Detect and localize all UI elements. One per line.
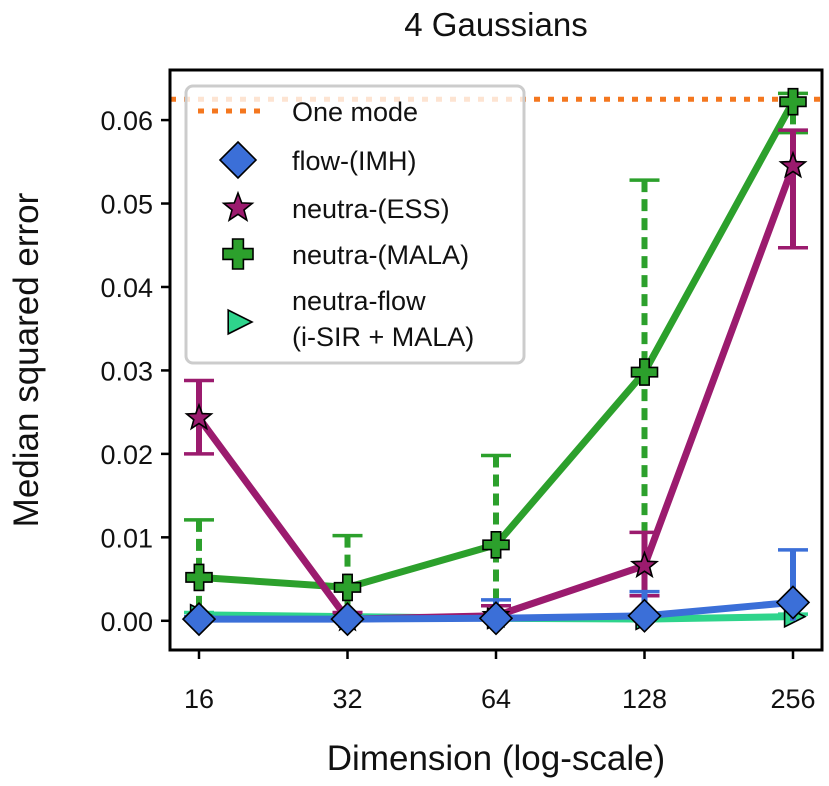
data-point	[630, 358, 659, 386]
data-point	[181, 601, 217, 637]
series-flow-imh	[181, 548, 811, 637]
data-point	[333, 573, 362, 602]
y-tick-label: 0.01	[100, 523, 153, 553]
x-tick-label: 128	[622, 684, 667, 714]
x-tick-label: 16	[184, 684, 214, 714]
legend-marker-neutra-mala	[222, 238, 254, 270]
plot-area	[170, 87, 822, 637]
x-axis: 16 32 64 128 256	[184, 650, 816, 714]
x-tick-label: 64	[481, 684, 511, 714]
chart-title: 4 Gaussians	[404, 6, 587, 43]
y-tick-label: 0.06	[100, 106, 153, 136]
legend-label-one-mode: One mode	[292, 97, 418, 127]
data-point	[184, 402, 214, 431]
data-point	[185, 563, 213, 592]
data-point	[775, 585, 811, 620]
data-point	[482, 531, 510, 559]
y-tick-label: 0.02	[100, 440, 153, 470]
legend-label-neutra-flow-i-sir-mala: (i-SIR + MALA)	[292, 322, 474, 352]
x-axis-label: Dimension (log-scale)	[327, 739, 665, 778]
x-tick-label: 256	[770, 684, 815, 714]
x-tick-label: 32	[332, 684, 362, 714]
legend-label-neutra-flow-i-sir-mala: neutra-flow	[292, 286, 426, 316]
legend-marker-neutra-ess	[221, 190, 255, 222]
y-tick-label: 0.04	[100, 273, 153, 303]
y-tick-label: 0.00	[100, 607, 153, 637]
data-point	[627, 598, 662, 633]
data-point	[330, 601, 365, 637]
y-axis-label: Median squared error	[7, 192, 46, 527]
y-tick-label: 0.03	[100, 356, 153, 386]
data-point	[779, 87, 807, 116]
legend: One mode flow-(IMH) neutra-(ESS) neutra-(MA…	[184, 84, 526, 365]
legend-label-neutra-mala: neutra-(MALA)	[292, 240, 469, 270]
data-point	[778, 150, 808, 179]
legend-label-flow-imh: flow-(IMH)	[292, 146, 416, 176]
y-tick-label: 0.05	[100, 190, 153, 220]
data-point	[629, 550, 660, 579]
data-point	[478, 601, 514, 636]
legend-box	[184, 84, 526, 365]
legend-marker-flow-imh	[218, 140, 258, 180]
y-axis: 0.00 0.01 0.02 0.03 0.04 0.05 0.06	[100, 106, 170, 637]
legend-label-neutra-ess: neutra-(ESS)	[292, 194, 450, 224]
legend-marker-neutra-flow-i-sir-mala	[227, 308, 254, 336]
